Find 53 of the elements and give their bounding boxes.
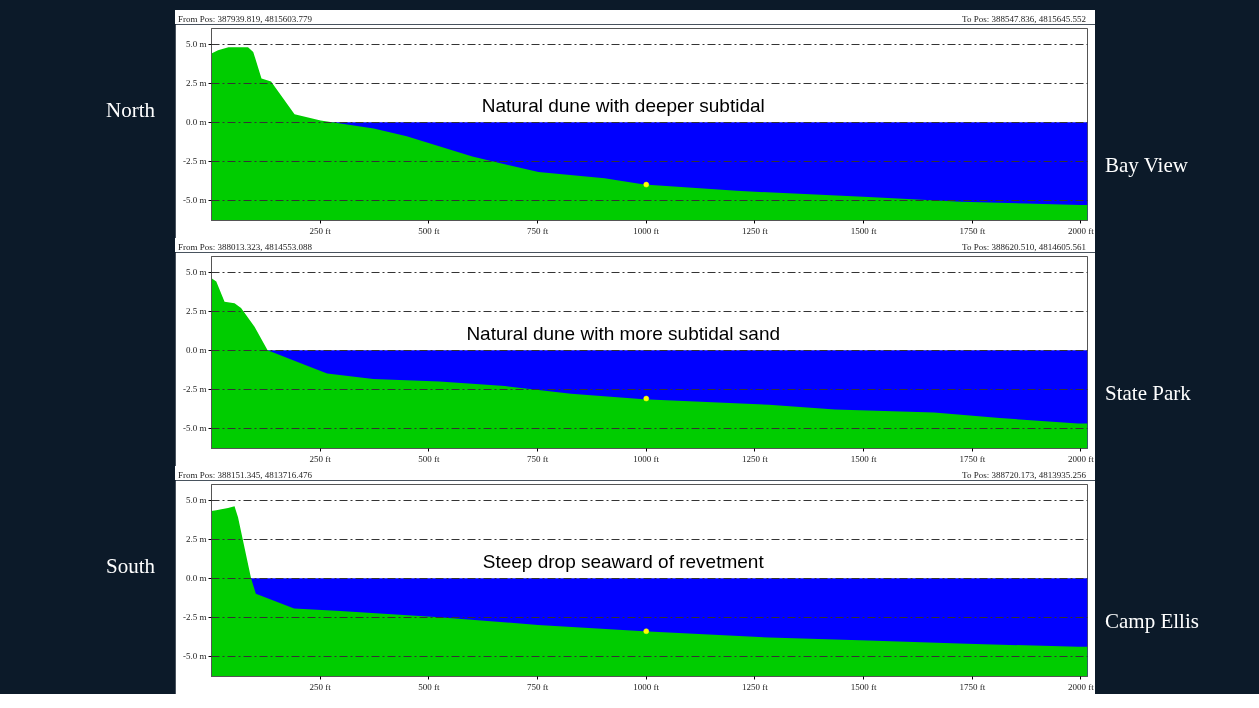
x-tick-label: 250 ft — [309, 225, 332, 236]
x-tick-label: 750 ft — [526, 453, 549, 464]
y-tick-label: 2.5 m — [186, 534, 207, 545]
y-tick-label: 2.5 m — [186, 306, 207, 317]
x-tick-label: 500 ft — [418, 681, 440, 692]
y-tick-label: 5.0 m — [186, 495, 207, 506]
text: Natural dune with more subtidal sand — [466, 322, 781, 344]
x-tick-label: 250 ft — [309, 681, 332, 692]
text: From Pos: 388151.345, 4813716.476 — [178, 469, 313, 482]
y-tick-label: 5.0 m — [186, 39, 207, 50]
x-tick-label: 250 ft — [309, 453, 332, 464]
y-tick-label: 0.0 m — [186, 345, 207, 356]
y-tick-label: 5.0 m — [186, 267, 207, 278]
x-tick-label: 750 ft — [526, 681, 549, 692]
x-tick-label: 1000 ft — [633, 453, 660, 464]
y-axis-title: North — [105, 97, 156, 124]
x-tick-label: 1500 ft — [850, 681, 877, 692]
y-tick-label: -5.0 m — [183, 651, 207, 662]
x-tick-label: 1250 ft — [742, 225, 769, 236]
x-tick-label: 2000 ft — [1068, 453, 1095, 464]
y-tick-label: -5.0 m — [183, 195, 207, 206]
text: To Pos: 388547.836, 4815645.552 — [962, 13, 1086, 26]
y-tick-label: -2.5 m — [183, 612, 207, 623]
x-tick-label: 1750 ft — [959, 453, 986, 464]
text: From Pos: 388013.323, 4814553.088 — [178, 241, 313, 254]
x-tick-label: 1500 ft — [850, 225, 877, 236]
x-tick-label: 1500 ft — [850, 453, 877, 464]
text: To Pos: 388720.173, 4813935.256 — [962, 469, 1086, 482]
y-tick-label: 2.5 m — [186, 78, 207, 89]
x-tick-label: 750 ft — [526, 225, 549, 236]
y-tick-label: 0.0 m — [186, 117, 207, 128]
x-tick-label: 1750 ft — [959, 225, 986, 236]
y-tick-label: -2.5 m — [183, 156, 207, 167]
x-tick-label: 1250 ft — [742, 681, 769, 692]
y-tick-label: 0.0 m — [186, 573, 207, 584]
text: Natural dune with deeper subtidal — [481, 94, 765, 116]
y2-axis-title: Camp Ellis — [1104, 608, 1200, 635]
x-tick-label: 2000 ft — [1068, 681, 1095, 692]
y2-axis-title: Bay View — [1104, 152, 1189, 179]
y2-axis-title: State Park — [1104, 380, 1192, 407]
text: To Pos: 388620.510, 4814605.561 — [962, 241, 1086, 254]
text: Steep drop seaward of revetment — [482, 550, 765, 572]
x-tick-label: 500 ft — [418, 453, 440, 464]
y-axis-title: South — [105, 553, 156, 580]
x-tick-label: 2000 ft — [1068, 225, 1095, 236]
x-tick-label: 500 ft — [418, 225, 440, 236]
x-tick-label: 1250 ft — [742, 453, 769, 464]
text: From Pos: 387939.819, 4815603.779 — [178, 13, 313, 26]
y-tick-label: -5.0 m — [183, 423, 207, 434]
x-tick-label: 1000 ft — [633, 225, 660, 236]
y-tick-label: -2.5 m — [183, 384, 207, 395]
x-tick-label: 1000 ft — [633, 681, 660, 692]
x-tick-label: 1750 ft — [959, 681, 986, 692]
